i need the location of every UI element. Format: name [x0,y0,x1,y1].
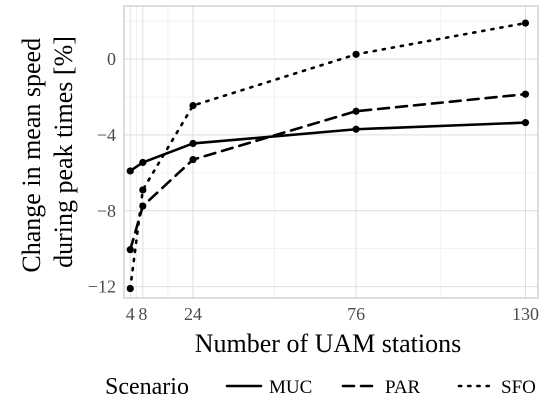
data-point-muc [352,125,360,133]
data-point-muc [189,139,197,148]
data-point-muc [521,119,530,127]
data-point-muc [126,167,134,175]
series-line-par [128,92,527,251]
y-axis-title-line-1: Change in mean speed [17,38,46,273]
data-point-par [126,246,134,254]
x-tick-label: 24 [184,304,202,324]
y-tick-label: −8 [97,201,116,221]
x-axis-title: Number of UAM stations [195,329,461,358]
data-point-muc [139,158,147,167]
data-point-sfo [521,19,530,27]
grid [124,6,538,298]
y-tick-label: 0 [107,49,116,69]
y-axis-title: Change in mean speed during peak times [… [17,31,78,272]
y-tick-label: −4 [97,125,116,145]
x-tick-label: 4 [126,304,135,324]
series-line-sfo [128,21,527,290]
y-axis-title-line-2: during peak times [%] [49,36,78,268]
x-tick-label: 76 [347,304,365,324]
legend-title: Scenario [105,374,189,400]
data-point-sfo [352,50,360,58]
legend-label-par: PAR [385,377,421,398]
x-tick-labels: 4 8 24 76 130 [126,304,539,324]
data-point-sfo [189,101,197,110]
legend-label-sfo: SFO [501,377,536,398]
data-point-par [189,155,197,164]
x-tick-label: 8 [138,304,147,324]
y-tick-labels: −12 −8 −4 0 [88,49,116,297]
data-point-sfo [126,284,134,293]
series-layer [126,19,530,293]
data-point-par [352,107,360,115]
data-point-par [521,90,530,98]
data-point-sfo [139,186,147,194]
legend-label-muc: MUC [269,377,312,398]
plot-panel [123,5,539,299]
x-tick-label: 130 [512,304,539,324]
y-tick-label: −12 [88,277,116,297]
legend: Scenario MUC PAR SFO [105,374,536,400]
